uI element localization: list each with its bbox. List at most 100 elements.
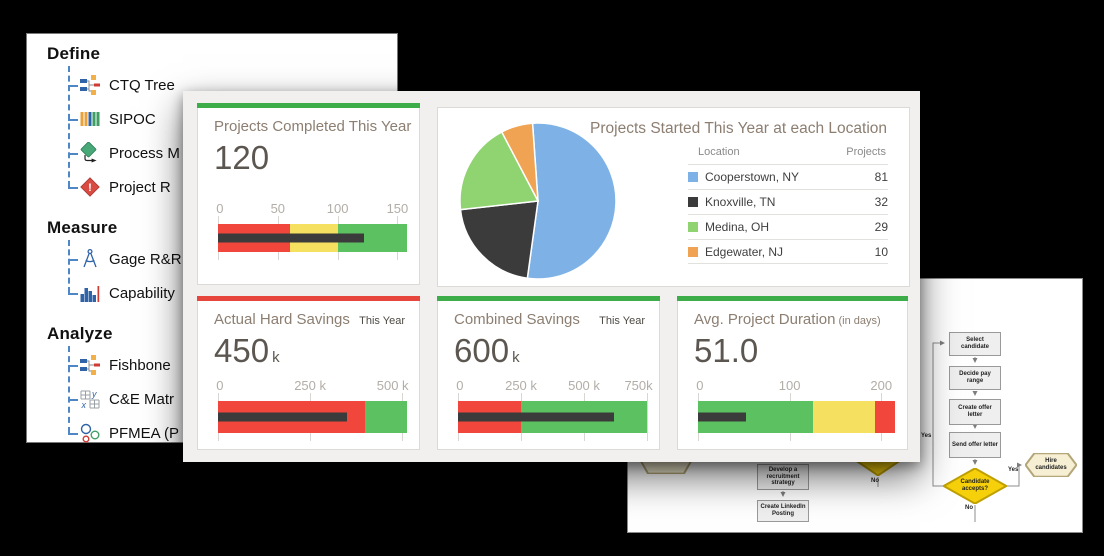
edge-label-yes-hire: Yes xyxy=(1008,467,1019,473)
flow-node-create[interactable]: Create offer letter xyxy=(949,399,1001,425)
card-actual-hard-savings: Actual Hard Savings This Year 450 k 0 250 … xyxy=(197,296,420,450)
tree-item-project-r[interactable]: ! Project R xyxy=(68,170,397,204)
tree-item-label: PFMEA (P xyxy=(109,424,180,442)
tree-item-label: SIPOC xyxy=(109,110,156,128)
tree-section-header-measure: Measure xyxy=(47,218,118,237)
tick-label: 200 xyxy=(870,378,893,393)
fishbone-icon xyxy=(79,354,101,376)
pie-slice-medina-oh[interactable] xyxy=(459,130,540,211)
tree-item-pfmea-p[interactable]: PFMEA (P xyxy=(68,416,397,450)
tree-connector-stub xyxy=(68,399,78,401)
edge-label-no-accepts: No xyxy=(965,505,973,511)
tick-label: 100 xyxy=(778,378,801,393)
tree-item-fishbone[interactable]: Fishbone xyxy=(68,348,397,382)
tree-item-label: Project R xyxy=(109,178,171,196)
legend-header-location: Location xyxy=(698,146,740,158)
tree-connector-stub xyxy=(68,153,78,155)
tick-label: 0 xyxy=(456,378,464,393)
flow-node-decide[interactable]: Decide pay range xyxy=(949,366,1001,390)
card-avg-project-duration: Avg. Project Duration (in days) 51.0 0 100… xyxy=(677,296,908,450)
flow-node-hire[interactable]: Hire candidates xyxy=(1025,453,1077,477)
svg-text:x: x xyxy=(81,400,87,410)
legend-label: Medina, OH xyxy=(705,220,770,234)
edge-label-no-partial: No xyxy=(871,478,879,484)
process-map-icon xyxy=(79,142,101,164)
tree-section-analyze: Analyze Fishbone y x C&E Matr PFMEA (P xyxy=(47,324,397,450)
flow-node-linkedin[interactable]: Create LinkedIn Posting xyxy=(757,500,809,522)
bullet-chart-avg-duration: 0 100 200 xyxy=(696,378,895,441)
pie-slice-knoxville-tn[interactable] xyxy=(459,200,539,280)
legend-row-edgewater-nj[interactable]: Edgewater, NJ 10 xyxy=(688,239,888,264)
card-title: Actual Hard Savings xyxy=(214,311,350,328)
pie-slice-edgewater-nj[interactable] xyxy=(500,122,539,202)
flow-node-select[interactable]: Select candidate xyxy=(949,332,1001,356)
pfmea-icon xyxy=(79,422,101,444)
bullet-chart-actual-hard-savings: 0 250 k 500 k xyxy=(216,378,409,441)
tick-label: 100 xyxy=(326,201,349,216)
tick-label: 150 xyxy=(386,201,409,216)
legend-value: 10 xyxy=(874,244,888,259)
tree-connector-line xyxy=(68,240,70,293)
flow-connectors xyxy=(780,340,1022,522)
bullet-measure-bar xyxy=(218,412,347,422)
bullet-measure-bar xyxy=(458,412,615,422)
card-title-note: (in days) xyxy=(838,315,881,327)
tree-item-ctq-tree[interactable]: CTQ Tree xyxy=(68,68,397,102)
flow-node-send[interactable]: Send offer letter xyxy=(949,432,1001,458)
legend-swatch xyxy=(688,246,698,257)
tree-section-header-analyze: Analyze xyxy=(47,324,113,343)
tree-item-label: C&E Matr xyxy=(109,390,175,408)
pie-slice-cooperstown-ny[interactable] xyxy=(526,122,617,280)
card-title: Projects Completed This Year xyxy=(214,118,412,135)
capability-icon xyxy=(79,282,101,304)
legend-row-cooperstown-ny[interactable]: Cooperstown, NY 81 xyxy=(688,164,888,189)
tree-connector-stub xyxy=(68,187,78,189)
metric-value: 450 k xyxy=(214,332,280,369)
timeframe-badge: This Year xyxy=(599,315,645,327)
tool-tree: Define CTQ Tree SIPOC Process M! Project R Me… xyxy=(27,34,397,450)
legend-label: Cooperstown, NY xyxy=(705,170,800,184)
tree-item-sipoc[interactable]: SIPOC xyxy=(68,102,397,136)
card-accent xyxy=(197,296,420,301)
legend-value: 81 xyxy=(874,170,888,184)
tick-label: 500 k xyxy=(568,378,600,393)
tick-label: 0 xyxy=(696,378,704,393)
bullet-zone xyxy=(812,401,875,433)
svg-text:!: ! xyxy=(88,182,92,194)
tree-section-measure: Measure Gage R&R Capability xyxy=(47,218,397,310)
legend-row-knoxville-tn[interactable]: Knoxville, TN 32 xyxy=(688,189,888,214)
tree-item-label: Fishbone xyxy=(109,356,171,374)
legend-label: Knoxville, TN xyxy=(705,195,776,209)
card-accent xyxy=(677,296,908,301)
tick-label: 500 k xyxy=(376,378,409,393)
tick-label: 250 k xyxy=(505,378,537,393)
tree-item-label: Gage R&R xyxy=(109,250,182,268)
tick-label: 50 xyxy=(270,201,286,216)
card-title: Avg. Project Duration (in days) xyxy=(694,311,881,328)
tree-section-header-define: Define xyxy=(47,44,101,63)
bullet-chart-projects-completed: 0 50 100 150 xyxy=(216,201,409,260)
svg-text:y: y xyxy=(91,389,97,399)
edge-label-yes-loop: Yes xyxy=(921,433,932,439)
tree-connector-stub xyxy=(68,259,78,261)
tree-connector-stub xyxy=(68,365,78,367)
timeframe-badge: This Year xyxy=(359,315,405,327)
tree-section-define: Define CTQ Tree SIPOC Process M! Project R xyxy=(47,44,397,204)
legend-swatch xyxy=(688,222,698,232)
tree-connector-stub xyxy=(68,119,78,121)
tree-item-process-m[interactable]: Process M xyxy=(68,136,397,170)
tree-item-gage-r-r[interactable]: Gage R&R xyxy=(68,242,397,276)
metric-value: 600 k xyxy=(454,332,520,369)
tree-item-c-e-matr[interactable]: y x C&E Matr xyxy=(68,382,397,416)
legend-value: 32 xyxy=(874,195,888,209)
tree-connector-line xyxy=(68,346,70,433)
ctq-tree-icon xyxy=(79,74,101,96)
tree-item-capability[interactable]: Capability xyxy=(68,276,397,310)
flow-node-accepts[interactable]: Candidate accepts? xyxy=(943,468,1007,504)
flow-node-develop[interactable]: Develop a recruitment strategy xyxy=(757,464,809,490)
legend-row-medina-oh[interactable]: Medina, OH 29 xyxy=(688,214,888,239)
legend-value: 29 xyxy=(874,220,888,234)
card-accent xyxy=(437,296,660,301)
bullet-chart-combined-savings: 0 250 k 500 k 750k xyxy=(456,378,653,441)
